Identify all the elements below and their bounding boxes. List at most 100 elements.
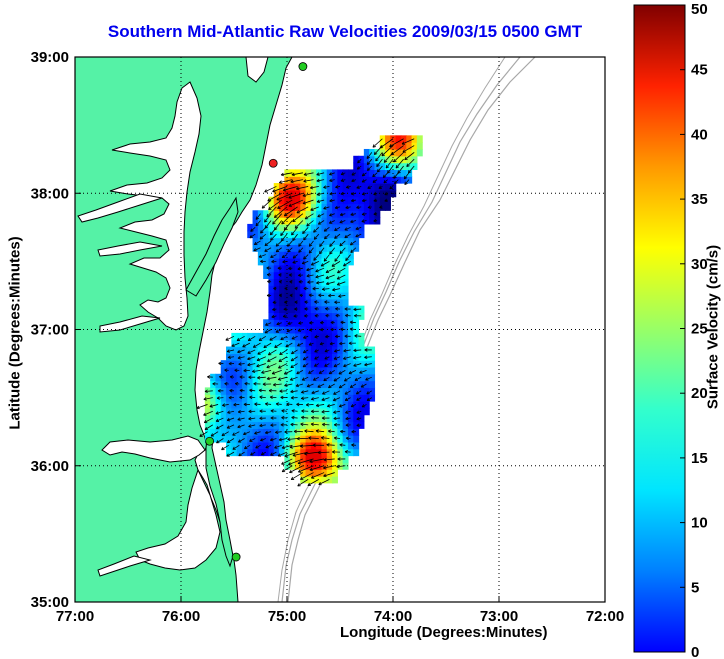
velocity-arrowhead	[275, 329, 279, 333]
velocity-cell	[294, 319, 301, 327]
velocity-cell	[326, 462, 333, 470]
velocity-cell	[284, 319, 291, 327]
velocity-arrow	[381, 145, 394, 157]
velocity-arrowhead	[308, 250, 313, 254]
velocity-arrowhead	[290, 364, 294, 368]
velocity-arrowhead	[340, 178, 345, 182]
velocity-arrowhead	[339, 212, 344, 217]
velocity-arrowhead	[199, 433, 203, 437]
velocity-arrow	[250, 451, 256, 456]
velocity-cell	[358, 421, 365, 429]
velocity-cell	[268, 305, 275, 314]
velocity-arrowhead	[315, 429, 319, 433]
velocity-cell	[231, 353, 238, 361]
velocity-cell	[316, 264, 323, 273]
velocity-arrowhead	[276, 321, 280, 326]
velocity-cell	[374, 169, 381, 177]
velocity-arrow	[227, 410, 235, 414]
velocity-cell	[321, 360, 328, 368]
velocity-cell	[332, 210, 338, 218]
velocity-arrow	[300, 444, 314, 447]
velocity-cell	[326, 435, 333, 443]
velocity-arrowhead	[247, 362, 251, 367]
velocity-cell	[263, 210, 270, 218]
velocity-arrowhead	[259, 395, 263, 399]
velocity-cell	[305, 421, 312, 429]
velocity-arrow	[361, 172, 367, 177]
velocity-cell	[332, 387, 338, 395]
velocity-arrowhead	[321, 410, 325, 414]
velocity-arrow	[264, 186, 277, 193]
velocity-cell	[347, 407, 354, 416]
velocity-arrowhead	[334, 235, 338, 239]
velocity-arrow	[280, 227, 288, 236]
velocity-cell	[294, 387, 301, 395]
velocity-arrowhead	[325, 313, 329, 318]
velocity-arrow	[354, 376, 362, 381]
velocity-arrowhead	[393, 175, 397, 179]
velocity-cell	[342, 278, 349, 286]
velocity-arrowhead	[387, 170, 391, 174]
velocity-cell	[273, 203, 280, 211]
velocity-arrow	[326, 281, 335, 285]
velocity-cell	[294, 339, 301, 348]
velocity-arrow	[247, 356, 256, 360]
velocity-cell	[263, 414, 270, 423]
velocity-arrowhead	[395, 164, 400, 169]
velocity-cell	[300, 176, 307, 184]
velocity-cell	[305, 257, 312, 266]
velocity-arrow	[226, 451, 235, 457]
velocity-cell	[358, 373, 365, 382]
velocity-arrowhead	[339, 443, 343, 447]
velocity-cell	[321, 441, 328, 450]
velocity-arrowhead	[284, 453, 288, 458]
velocity-arrow	[333, 417, 341, 420]
velocity-arrowhead	[326, 404, 331, 408]
velocity-arrowhead	[210, 433, 215, 437]
velocity-arrowhead	[289, 445, 293, 449]
velocity-cell	[268, 332, 275, 341]
velocity-arrow	[307, 479, 319, 486]
velocity-arrowhead	[259, 236, 264, 240]
velocity-cell	[279, 332, 285, 341]
velocity-cell	[289, 462, 296, 470]
velocity-arrowhead	[308, 370, 312, 374]
velocity-arrowhead	[364, 348, 368, 352]
velocity-cell	[236, 366, 243, 375]
velocity-cell	[247, 441, 254, 450]
velocity-cell	[332, 203, 338, 211]
velocity-arrowhead	[306, 384, 311, 388]
velocity-cell	[342, 196, 349, 205]
velocity-cell	[326, 244, 333, 252]
velocity-cell	[284, 448, 291, 457]
velocity-arrow	[253, 342, 261, 348]
velocity-arrow	[264, 329, 272, 334]
velocity-arrowhead	[303, 256, 307, 260]
velocity-cell	[374, 203, 381, 211]
velocity-cell	[332, 373, 338, 382]
velocity-cell	[247, 230, 254, 239]
velocity-arrowhead	[304, 307, 308, 311]
velocity-arrow	[278, 363, 288, 369]
velocity-cell	[347, 169, 354, 177]
velocity-arrow	[301, 390, 309, 393]
velocity-cell	[305, 223, 312, 232]
velocity-arrowhead	[302, 349, 307, 354]
velocity-arrow	[260, 227, 267, 234]
velocity-arrowhead	[260, 230, 264, 234]
velocity-cell	[273, 183, 280, 191]
velocity-cell	[273, 387, 280, 395]
velocity-cell	[204, 421, 211, 429]
velocity-cell	[332, 251, 338, 259]
velocity-cell	[310, 332, 317, 341]
velocity-arrowhead	[298, 243, 302, 247]
velocity-cell	[289, 373, 296, 382]
velocity-arrow	[297, 342, 304, 347]
velocity-cell	[342, 230, 349, 239]
velocity-cell	[294, 332, 301, 341]
velocity-arrowhead	[215, 411, 219, 415]
velocity-arrow	[329, 213, 335, 217]
velocity-arrow	[372, 138, 383, 148]
velocity-cell	[369, 346, 376, 354]
velocity-cell	[342, 421, 349, 429]
